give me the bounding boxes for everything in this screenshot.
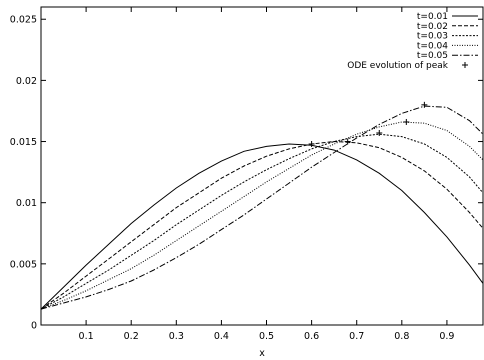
legend-label: t=0.02 bbox=[417, 22, 448, 32]
series-line-3 bbox=[40, 133, 484, 310]
series-line-2 bbox=[40, 140, 484, 310]
peak-markers bbox=[308, 101, 428, 147]
legend-label: t=0.01 bbox=[417, 12, 448, 22]
y-tick-label: 0.02 bbox=[16, 76, 37, 87]
y-tick-label: 0.005 bbox=[10, 259, 37, 270]
legend-label: t=0.05 bbox=[417, 51, 448, 61]
series-line-4 bbox=[40, 121, 484, 310]
x-tick-label: 0.6 bbox=[304, 331, 319, 342]
series-layer bbox=[40, 105, 484, 310]
y-tick-label: 0.01 bbox=[16, 198, 37, 209]
peak-marker bbox=[403, 118, 410, 125]
x-tick-label: 0.9 bbox=[439, 331, 454, 342]
legend-label: t=0.03 bbox=[417, 32, 448, 42]
x-tick-labels: 0.1 0.2 0.3 0.4 0.5 0.6 0.7 0.8 0.9 bbox=[79, 331, 455, 342]
x-tick-label: 0.1 bbox=[79, 331, 94, 342]
x-tick-label: 0.5 bbox=[259, 331, 274, 342]
series-line-1 bbox=[40, 143, 484, 310]
legend-entry-markers: ODE evolution of peak bbox=[347, 61, 468, 71]
peak-marker bbox=[308, 140, 315, 147]
series-line-5 bbox=[40, 105, 484, 310]
legend-label: ODE evolution of peak bbox=[347, 61, 449, 71]
y-tick-label: 0 bbox=[31, 321, 37, 332]
legend-entry-4: t=0.04 bbox=[417, 41, 478, 51]
legend-entry-1: t=0.01 bbox=[417, 12, 478, 22]
legend-label: t=0.04 bbox=[417, 41, 448, 51]
y-tick-label: 0.015 bbox=[10, 137, 37, 148]
peak-marker bbox=[376, 129, 383, 136]
x-tick-label: 0.4 bbox=[214, 331, 229, 342]
y-tick-labels: 0 0.005 0.01 0.015 0.02 0.025 bbox=[10, 15, 37, 332]
legend-entry-5: t=0.05 bbox=[417, 51, 478, 61]
x-tick-label: 0.2 bbox=[124, 331, 139, 342]
x-tick-label: 0.3 bbox=[169, 331, 184, 342]
legend-entry-3: t=0.03 bbox=[417, 32, 478, 42]
axis-ticks bbox=[41, 7, 483, 326]
plot-frame bbox=[40, 6, 484, 326]
peak-marker bbox=[344, 138, 351, 145]
x-tick-label: 0.8 bbox=[394, 331, 409, 342]
peak-marker bbox=[421, 101, 428, 108]
legend-entry-2: t=0.02 bbox=[417, 22, 478, 32]
x-axis-title: x bbox=[259, 348, 265, 359]
x-tick-label: 0.7 bbox=[349, 331, 364, 342]
y-tick-label: 0.025 bbox=[10, 15, 37, 26]
